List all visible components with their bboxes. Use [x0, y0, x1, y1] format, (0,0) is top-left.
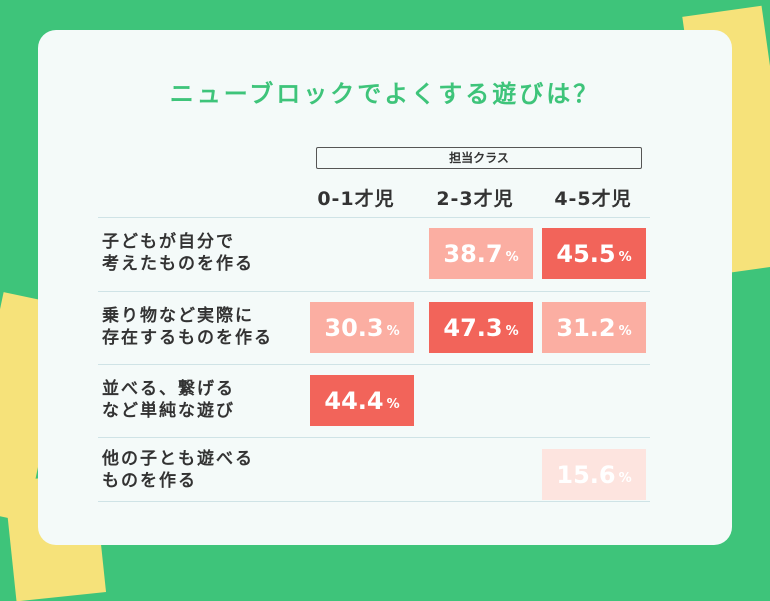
row-label-line: 乗り物など実際に — [102, 306, 254, 326]
value-label: 31.2 — [556, 313, 616, 342]
column-header-2: 4-5才児 — [554, 188, 632, 210]
value-label: 45.5 — [556, 239, 616, 268]
row-label-0: 子どもが自分で 考えたものを作る — [102, 231, 302, 275]
row-divider — [98, 364, 650, 365]
row-label-line: 他の子とも遊べる — [102, 449, 254, 469]
value-cell-r0-c1: 38.7% — [429, 228, 533, 279]
value-cell-r2-c0: 44.4% — [310, 375, 414, 426]
chart-card: ニューブロックでよくする遊びは？ 担当クラス 0-1才児 2-3才児 4-5才児… — [38, 30, 732, 545]
percent-unit: % — [386, 397, 400, 412]
row-label-line: 子どもが自分で — [102, 232, 235, 252]
row-label-1: 乗り物など実際に 存在するものを作る — [102, 305, 302, 349]
row-divider — [98, 291, 650, 292]
percent-unit: % — [386, 324, 400, 339]
row-label-line: など単純な遊び — [102, 401, 235, 421]
class-group-header: 担当クラス — [316, 147, 642, 169]
row-label-3: 他の子とも遊べる ものを作る — [102, 448, 302, 492]
row-label-line: 考えたものを作る — [102, 254, 254, 274]
row-label-2: 並べる、繋げる など単純な遊び — [102, 378, 302, 422]
row-label-line: 並べる、繋げる — [102, 379, 235, 399]
value-label: 47.3 — [443, 313, 503, 342]
percent-unit: % — [505, 250, 519, 265]
percent-unit: % — [505, 324, 519, 339]
percent-unit: % — [618, 324, 632, 339]
row-divider — [98, 437, 650, 438]
value-cell-r1-c1: 47.3% — [429, 302, 533, 353]
percent-unit: % — [618, 471, 632, 486]
percent-unit: % — [618, 250, 632, 265]
value-label: 44.4 — [324, 386, 384, 415]
value-cell-r0-c2: 45.5% — [542, 228, 646, 279]
value-cell-r1-c2: 31.2% — [542, 302, 646, 353]
column-header-1: 2-3才児 — [436, 188, 514, 210]
row-label-line: ものを作る — [102, 471, 197, 491]
value-label: 38.7 — [443, 239, 503, 268]
value-label: 30.3 — [324, 313, 384, 342]
value-cell-r1-c0: 30.3% — [310, 302, 414, 353]
row-divider — [98, 217, 650, 218]
row-label-line: 存在するものを作る — [102, 328, 273, 348]
value-label: 15.6 — [556, 460, 616, 489]
column-header-0: 0-1才児 — [317, 188, 395, 210]
chart-title: ニューブロックでよくする遊びは？ — [169, 80, 601, 108]
row-divider — [98, 501, 650, 502]
value-cell-r3-c2: 15.6% — [542, 449, 646, 500]
